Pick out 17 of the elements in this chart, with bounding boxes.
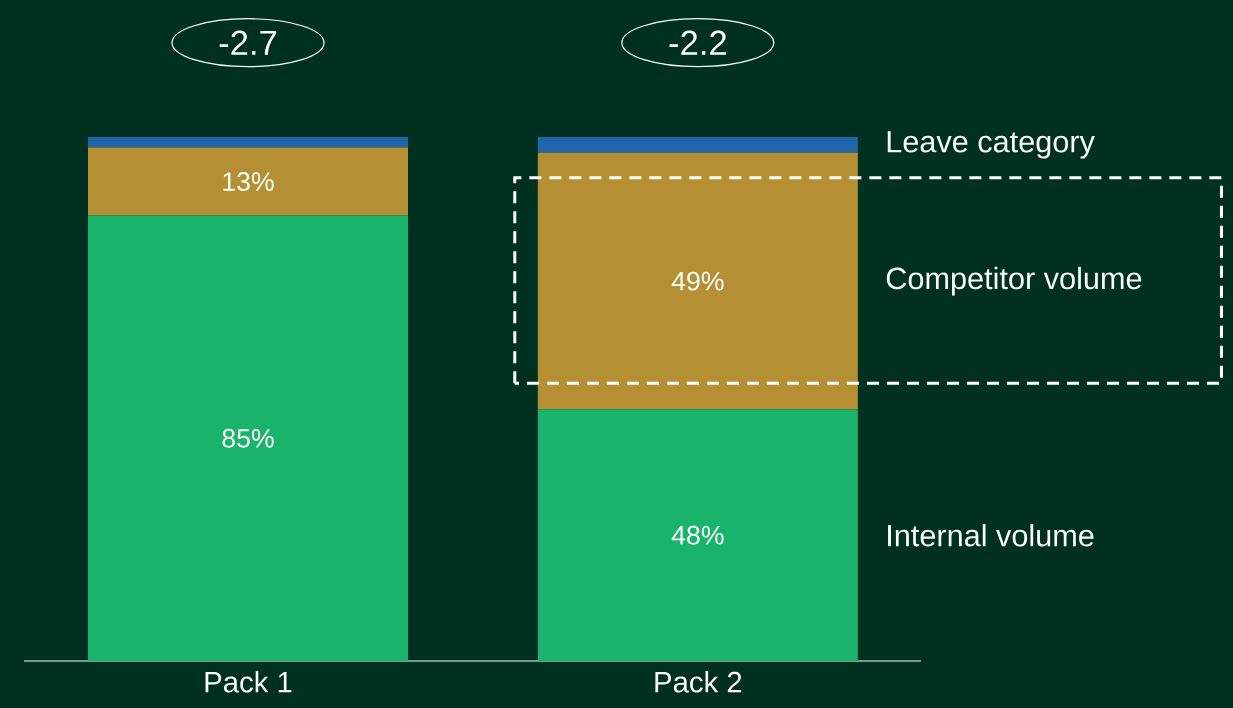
text: -2.7 <box>219 30 277 55</box>
bar <box>88 215 408 661</box>
bar <box>88 147 408 216</box>
data-label: 49% <box>671 271 724 291</box>
text: -2.2 <box>669 30 726 55</box>
series-label: Competitor volume <box>886 266 1142 296</box>
x-tick-label: Pack 2 <box>655 671 742 693</box>
bar <box>88 137 408 148</box>
bar <box>537 137 858 153</box>
data-label: 48% <box>671 525 724 545</box>
data-label: 13% <box>223 172 274 191</box>
bar <box>537 409 858 661</box>
data-label: 85% <box>222 428 274 448</box>
series-label: Internal volume <box>888 523 1094 547</box>
series-label: Leave category <box>887 131 1095 159</box>
x-tick-label: Pack 1 <box>205 671 292 693</box>
bar <box>537 152 858 410</box>
